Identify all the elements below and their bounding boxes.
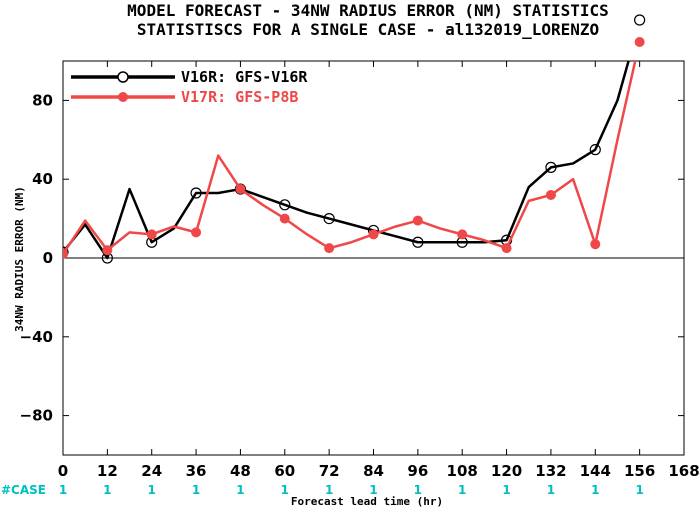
x-tick-label: 12 [97,462,118,480]
x-tick-label: 36 [186,462,207,480]
x-tick-label: 144 [580,462,611,480]
data-point [146,229,157,240]
series-line [63,61,637,255]
y-tick-label: 40 [32,170,53,188]
data-point [190,187,202,199]
x-tick-label: 60 [274,462,295,480]
x-tick-label: 84 [363,462,384,480]
offscale-point [634,14,646,26]
data-point [279,199,291,211]
case-count: 1 [103,483,111,497]
plot-area: 80 40 0 −40 −80 0 12 24 36 48 60 72 84 96 108 120 132 144… [1,14,700,497]
data-point [324,243,335,254]
y-axis-label: 34NW RADIUS ERROR (NM) [13,186,26,332]
data-point [368,229,379,240]
legend-marker [118,92,128,102]
case-label: #CASE [1,483,46,497]
data-point [279,213,290,224]
case-count: 1 [236,483,244,497]
data-point [545,161,557,173]
data-point [63,246,69,258]
legend-label: V17R: GFS-P8B [181,88,298,106]
case-count: 1 [635,483,643,497]
y-tick-label: 80 [32,91,53,109]
chart-title-line1: MODEL FORECAST - 34NW RADIUS ERROR (NM) … [127,1,609,20]
x-tick-label: 108 [447,462,478,480]
x-tick-label: 0 [58,462,68,480]
y-tick-label: 0 [43,249,53,267]
case-count: 1 [414,483,422,497]
legend-label: V16R: GFS-V16R [181,68,308,86]
x-tick-label: 132 [535,462,566,480]
x-axis-label: Forecast lead time (hr) [291,495,443,508]
case-count: 1 [59,483,67,497]
y-tick-label: −40 [20,328,53,346]
legend: V16R: GFS-V16R V17R: GFS-P8B [71,68,308,106]
y-tick-label: −80 [20,407,53,425]
data-point [590,239,601,250]
x-tick-label: 96 [407,462,428,480]
case-count: 1 [547,483,555,497]
data-point [102,245,113,256]
x-tick-label: 48 [230,462,251,480]
data-point [191,227,202,238]
data-point [589,144,601,156]
data-point [545,189,556,200]
offscale-point [634,37,645,47]
x-tick-label: 72 [319,462,340,480]
series-line [63,61,630,260]
data-point [412,215,423,226]
data-point [63,249,68,260]
data-point [235,184,246,195]
data-point [412,236,424,248]
x-tick-label: 168 [668,462,699,480]
series-1 [63,61,630,264]
data-point [501,243,512,254]
case-count: 1 [458,483,466,497]
series-2 [63,61,637,260]
x-tick-label: 24 [141,462,162,480]
data-point [457,229,468,240]
x-tick-label: 120 [491,462,522,480]
data-point [323,213,335,225]
case-count: 1 [591,483,599,497]
case-count: 1 [502,483,510,497]
x-tick-label: 156 [624,462,655,480]
case-count: 1 [369,483,377,497]
chart-title-line2: STATISTISCS FOR A SINGLE CASE - al132019… [137,20,599,39]
case-count: 1 [192,483,200,497]
case-count: 1 [325,483,333,497]
case-count: 1 [148,483,156,497]
legend-marker [117,71,129,83]
case-count: 1 [281,483,289,497]
